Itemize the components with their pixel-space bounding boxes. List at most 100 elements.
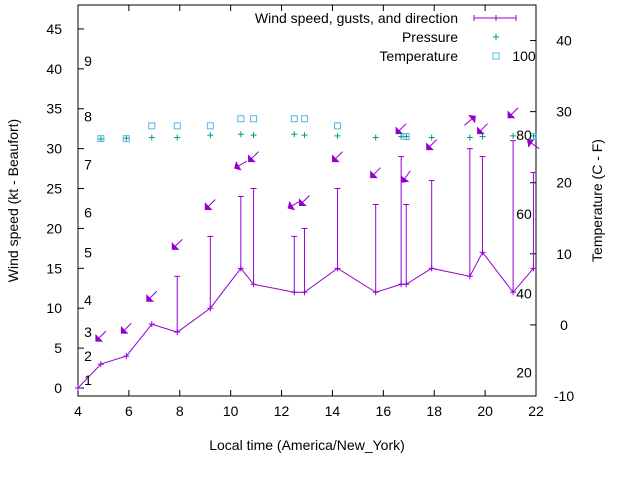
fahrenheit-label: 20 xyxy=(516,365,532,381)
x-axis-title: Local time (America/New_York) xyxy=(209,437,405,453)
pressure-point xyxy=(372,134,379,141)
y-tick-label: 15 xyxy=(46,260,62,276)
wind-speed-point xyxy=(398,281,405,288)
pressure-point xyxy=(123,135,130,142)
y-tick-label: 0 xyxy=(54,380,62,396)
arrow-head xyxy=(370,170,378,179)
beaufort-label: 2 xyxy=(84,348,92,364)
x-tick-label: 18 xyxy=(426,403,442,419)
y-tick-label: 35 xyxy=(46,101,62,117)
y-tick-label: 30 xyxy=(46,141,62,157)
wind-direction-arrow xyxy=(234,160,248,171)
legend-marker xyxy=(492,52,500,60)
wind-direction-arrow xyxy=(171,239,183,250)
wind-speed-point xyxy=(372,289,379,296)
y-axis-title: Wind speed (kt - Beaufort) xyxy=(5,119,21,282)
y-tick-label: 10 xyxy=(46,300,62,316)
fahrenheit-label: 100 xyxy=(512,48,536,64)
arrow-head xyxy=(204,202,213,210)
temperature-point xyxy=(529,133,537,141)
wind-speed-line xyxy=(77,251,534,389)
temperature-point xyxy=(250,115,258,123)
pressure-point xyxy=(403,133,410,140)
legend-marker xyxy=(493,34,499,40)
wind-direction-arrow xyxy=(146,290,158,302)
wind-speed-point xyxy=(148,321,155,328)
wind-speed-point xyxy=(530,265,537,272)
wind-direction-arrow xyxy=(298,195,310,206)
arrow-head xyxy=(477,126,485,135)
arrow-head xyxy=(400,175,410,183)
wind-speed-point xyxy=(250,281,257,288)
y2-tick-label: 10 xyxy=(556,246,572,262)
x-tick-label: 16 xyxy=(376,403,392,419)
y2-tick-label: -10 xyxy=(554,388,574,404)
wind-direction-arrow xyxy=(507,107,519,119)
pressure-point xyxy=(207,132,214,139)
pressure-point xyxy=(250,132,257,139)
arrow-head xyxy=(332,154,340,163)
plot-frame xyxy=(77,4,537,397)
wind-direction-arrow xyxy=(527,138,540,150)
y-tick-label: 5 xyxy=(54,340,62,356)
y2-tick-label: 20 xyxy=(556,175,572,191)
wind-direction-arrow xyxy=(395,123,407,135)
fahrenheit-label: 40 xyxy=(516,286,532,302)
beaufort-label: 9 xyxy=(84,53,92,69)
temperature-point xyxy=(122,135,130,143)
arrow-head xyxy=(171,242,180,250)
legend-label: Pressure xyxy=(402,29,458,45)
x-tick-label: 20 xyxy=(477,403,493,419)
x-tick-label: 10 xyxy=(223,403,239,419)
wind-direction-arrow xyxy=(426,139,438,151)
chart-label-layer: 4 6 8 10 12 14 16 18 20 22051015202530354045-1001… xyxy=(5,10,605,453)
wind-speed-point xyxy=(479,249,486,256)
arrow-head xyxy=(426,142,434,151)
beaufort-label: 7 xyxy=(84,157,92,173)
wind-direction-arrow xyxy=(370,167,382,179)
wind-direction-arrow xyxy=(120,322,132,334)
pressure-point xyxy=(428,134,435,141)
legend-label: Wind speed, gusts, and direction xyxy=(255,10,458,26)
legend-label: Temperature xyxy=(379,48,458,64)
x-tick-label: 4 xyxy=(74,403,82,419)
arrow-head xyxy=(146,294,154,302)
chart-frame-layer xyxy=(77,4,537,397)
wind-direction-arrow xyxy=(204,199,216,210)
wind-speed-point xyxy=(237,265,244,272)
wind-speed-point xyxy=(301,289,308,296)
y2-tick-label: 0 xyxy=(560,317,568,333)
arrow-head xyxy=(468,115,476,124)
pressure-point xyxy=(97,136,104,143)
beaufort-label: 1 xyxy=(84,372,92,388)
y-tick-label: 20 xyxy=(46,220,62,236)
wind-speed-point xyxy=(123,353,130,360)
y2-tick-label: 30 xyxy=(556,104,572,120)
x-tick-label: 6 xyxy=(125,403,133,419)
pressure-point xyxy=(148,134,155,141)
arrow-head xyxy=(120,325,129,334)
arrow-head xyxy=(95,333,104,342)
y2-axis-title: Temperature (C - F) xyxy=(589,139,605,262)
beaufort-label: 3 xyxy=(84,324,92,340)
wind-direction-arrow xyxy=(400,170,411,183)
pressure-point xyxy=(237,131,244,138)
y-tick-label: 25 xyxy=(46,181,62,197)
wind-speed-point xyxy=(291,289,298,296)
wind-direction-arrow xyxy=(95,330,107,342)
beaufort-label: 6 xyxy=(84,204,92,220)
fahrenheit-label: 60 xyxy=(516,206,532,222)
arrow-head xyxy=(527,138,535,148)
arrow-head xyxy=(298,198,307,206)
temperature-point xyxy=(300,115,308,123)
y-tick-label: 40 xyxy=(46,61,62,77)
wind-speed-point xyxy=(174,329,181,336)
arrow-head xyxy=(234,161,242,171)
wind-speed-point xyxy=(403,281,410,288)
wind-speed-point xyxy=(428,265,435,272)
pressure-point xyxy=(334,132,341,139)
x-tick-label: 14 xyxy=(325,403,341,419)
temperature-point xyxy=(237,115,245,123)
pressure-point xyxy=(174,134,181,141)
